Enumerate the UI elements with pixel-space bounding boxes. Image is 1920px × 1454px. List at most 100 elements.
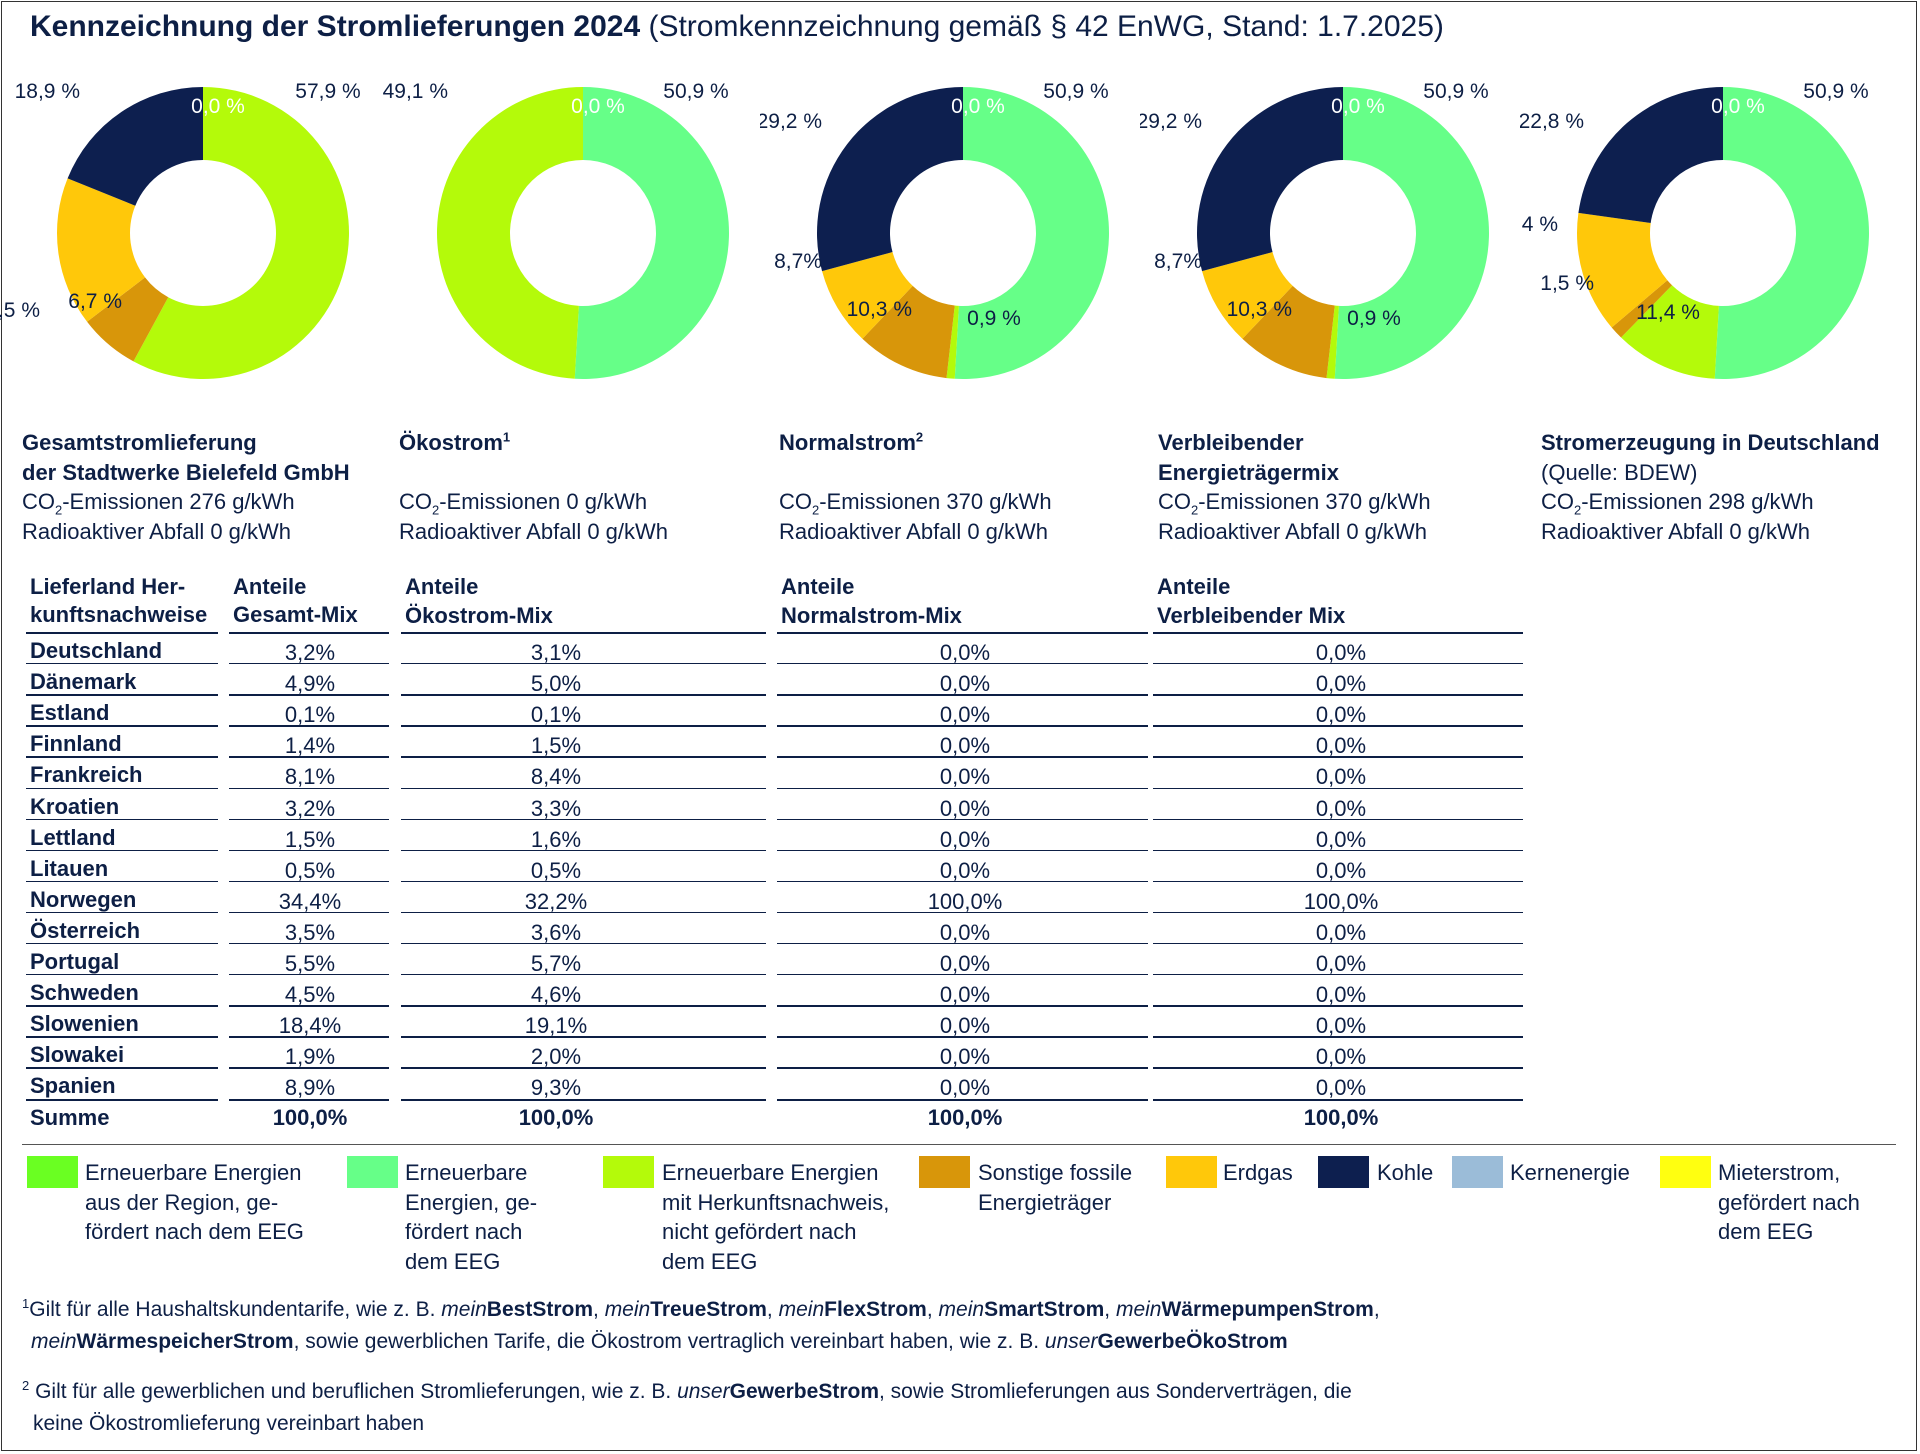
table-cell-value: 5,0% xyxy=(530,671,582,697)
slice-label: 50,9 % xyxy=(663,80,728,103)
table-cell-value: 0,0% xyxy=(1315,640,1367,665)
table-rule xyxy=(1153,663,1523,665)
table-rule xyxy=(401,880,766,883)
table-cell-value: 3,3% xyxy=(530,795,582,821)
slice-erdgas xyxy=(56,178,146,322)
slice-ee_hkn xyxy=(1326,305,1339,379)
table-rule xyxy=(229,725,389,727)
table-rule xyxy=(1153,1067,1523,1069)
slice-fossil xyxy=(862,285,955,379)
table-rule xyxy=(1153,787,1523,789)
table-rule xyxy=(26,943,218,945)
info-normalstrom: Normalstrom2 CO2-Emissionen 370 g/kWh Ra… xyxy=(779,429,1052,544)
donut-chart-normalstrom: 50,9 % 0,9 % 10,3 % 8,7% 29,2 % 0,0 % xyxy=(760,80,1109,380)
legend-swatch-kohle xyxy=(1318,1156,1369,1188)
table-cell-value: 0,0% xyxy=(939,733,991,759)
table-cell-value: 0,0% xyxy=(939,1013,991,1039)
table-cell-country: Dänemark xyxy=(30,669,137,695)
table-cell-value: 3,6% xyxy=(530,919,582,945)
table-cell-value: 0,0% xyxy=(939,1075,991,1101)
slice-kohle xyxy=(1197,87,1343,272)
table-rule xyxy=(229,756,389,758)
slice-ee_hkn xyxy=(946,305,959,379)
footnote-1-line-2: meinWärmespeicherStrom, sowie gewerblich… xyxy=(31,1330,1288,1353)
table-rule xyxy=(401,725,766,727)
table-cell-value: 0,0% xyxy=(1315,764,1367,790)
slice-kohle xyxy=(67,87,203,206)
legend-label-ee_region: Erneuerbare Energien aus der Region, ge-… xyxy=(85,1160,304,1244)
table-rule xyxy=(26,849,218,852)
table-rule xyxy=(26,1098,218,1101)
slice-ee_hkn xyxy=(436,87,583,379)
table-header: Anteile xyxy=(781,574,855,599)
table-rule xyxy=(777,1067,1148,1069)
zero-label: 0,0 % xyxy=(191,95,245,118)
slice-kohle xyxy=(1578,87,1723,223)
table-header: Verbleibender Mix xyxy=(1157,603,1346,628)
table-rule xyxy=(229,1067,389,1069)
table-cell-value: 0,0% xyxy=(939,982,991,1008)
table-rule xyxy=(229,663,389,665)
table-cell-value: 0,0% xyxy=(1315,671,1367,697)
table-cell-value: 8,9% xyxy=(284,1075,336,1101)
table-cell-country: Slowakei xyxy=(30,1042,125,1068)
table-cell-value: 0,5% xyxy=(284,857,336,883)
table-cell-value: 0,0% xyxy=(939,857,991,883)
table-sum-value: 100,0% xyxy=(1303,1104,1379,1130)
slice-ee_eeg xyxy=(574,87,729,380)
table-rule xyxy=(26,756,218,758)
slice-label: 10,3 % xyxy=(847,298,912,321)
table-cell-value: 0,0% xyxy=(939,1044,991,1070)
slice-fossil xyxy=(1611,280,1673,338)
table-sum-value: 100,0% xyxy=(518,1104,594,1130)
table-rule xyxy=(777,849,1148,852)
slice-erdgas xyxy=(822,252,913,339)
table-rule xyxy=(26,694,218,696)
slice-label: 50,9 % xyxy=(1423,80,1488,103)
table-rule xyxy=(229,880,389,883)
table-rule xyxy=(229,818,389,820)
slice-label: 18,9 % xyxy=(15,80,80,103)
table-cell-country: Deutschland xyxy=(30,638,163,663)
table-cell-value: 1,4% xyxy=(284,733,336,759)
legend-label-mieter: Mieterstrom, gefördert nach dem EEG xyxy=(1718,1160,1860,1244)
table-rule xyxy=(401,911,766,914)
table-cell-value: 2,0% xyxy=(530,1044,582,1070)
slice-ee_hkn xyxy=(1621,285,1719,379)
table-cell-country: Finnland xyxy=(30,731,122,757)
legend-swatch-ee_hkn xyxy=(603,1156,654,1188)
table-rule xyxy=(1153,632,1523,635)
legend-swatch-mieter xyxy=(1660,1156,1711,1188)
table-cell-country: Slowenien xyxy=(30,1011,139,1037)
table-rule xyxy=(229,849,389,852)
table-cell-country: Estland xyxy=(30,700,110,726)
legend-swatch-ee_region xyxy=(27,1156,78,1188)
table-cell-value: 0,0% xyxy=(939,795,991,821)
table-rule xyxy=(26,632,218,635)
table-rule xyxy=(229,632,389,635)
table-rule xyxy=(1153,943,1523,945)
donut-chart-gesamt: 57,9 % 6,7 % 16,5 % 18,9 % 0,0 % xyxy=(0,80,361,379)
table-rule xyxy=(777,1098,1148,1101)
info-oekostrom: Ökostrom1 CO2-Emissionen 0 g/kWh Radioak… xyxy=(399,429,669,544)
info-deutschland: Stromerzeugung in Deutschland (Quelle: B… xyxy=(1541,430,1880,544)
table-cell-country: Portugal xyxy=(30,949,120,974)
legend-label-fossil: Sonstige fossile Energieträger xyxy=(978,1160,1133,1215)
table-cell-value: 3,5% xyxy=(284,919,336,945)
slice-label: 13,4 % xyxy=(1520,213,1558,236)
table-header: kunftsnachweise xyxy=(30,602,208,627)
table-cell-value: 100,0% xyxy=(1303,888,1379,914)
slice-ee_eeg xyxy=(1334,87,1489,380)
table-cell-value: 34,4% xyxy=(278,888,342,914)
table-rule xyxy=(777,911,1148,914)
slice-label: 1,5 % xyxy=(1540,272,1594,295)
table-rule xyxy=(777,818,1148,820)
slice-label: 6,7 % xyxy=(68,290,122,313)
table-header: Anteile xyxy=(405,574,479,599)
table-rule xyxy=(229,1036,389,1038)
zero-label: 0,0 % xyxy=(951,95,1005,118)
table-cell-value: 0,0% xyxy=(1315,1013,1367,1039)
table-rule xyxy=(229,911,389,914)
legend-label-kern: Kernenergie xyxy=(1510,1160,1630,1185)
table-cell-value: 0,0% xyxy=(939,640,991,665)
